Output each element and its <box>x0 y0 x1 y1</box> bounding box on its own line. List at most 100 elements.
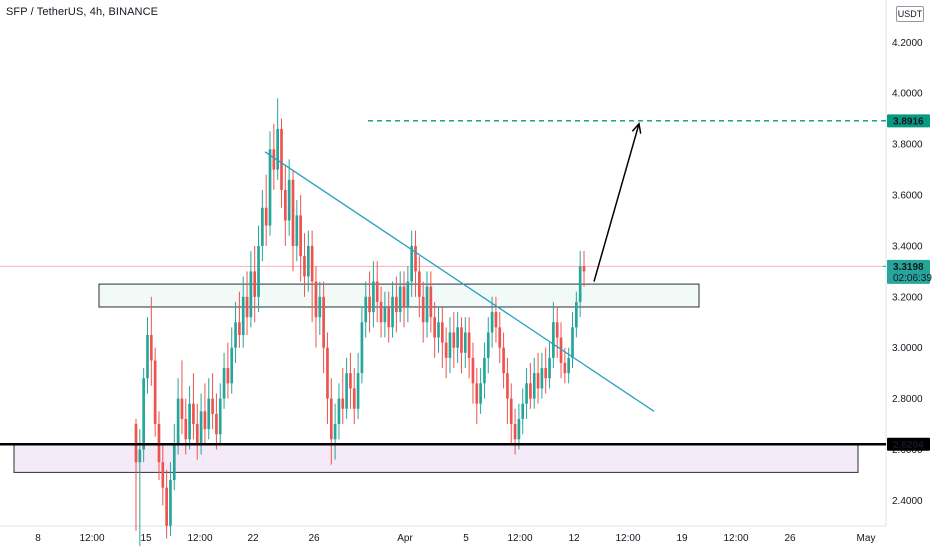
candle-body <box>552 322 555 358</box>
candle-body <box>261 207 264 246</box>
candle-body <box>333 424 337 440</box>
candle <box>161 444 165 506</box>
candle <box>418 256 421 318</box>
candle-body <box>559 337 563 363</box>
price-axis[interactable]: 4.2000 4.0000 3.8000 3.6000 3.4000 3.2000 3.00… <box>883 38 932 507</box>
candle-body <box>444 342 448 358</box>
candle <box>306 230 310 292</box>
candle <box>329 378 333 465</box>
candle <box>149 296 153 386</box>
candle-body <box>149 334 153 361</box>
candle-body <box>368 296 371 313</box>
candle <box>544 347 548 394</box>
candle <box>333 403 337 460</box>
candle-body <box>452 332 456 348</box>
candle <box>563 347 567 384</box>
candle-body <box>153 360 157 425</box>
candle-body <box>425 286 429 323</box>
candle <box>444 327 448 379</box>
candle-body <box>345 373 348 409</box>
candle <box>421 281 425 343</box>
candle <box>299 195 302 282</box>
time-tick-label: Apr <box>397 533 413 544</box>
candle-body <box>207 398 211 430</box>
candle <box>257 225 260 313</box>
candle <box>180 360 184 435</box>
candle-body <box>383 306 387 323</box>
candle-body <box>352 388 356 409</box>
candle-body <box>142 378 145 450</box>
candle-body <box>356 373 360 409</box>
candle-body <box>318 296 322 318</box>
candle <box>153 347 157 437</box>
candle-body <box>494 312 498 328</box>
candle-body <box>349 373 352 389</box>
candle-body <box>375 281 379 302</box>
candle-body <box>360 322 364 374</box>
chart-title: SFP / TetherUS, 4h, BINANCE <box>6 6 159 18</box>
candle <box>513 408 517 455</box>
candle <box>555 306 559 358</box>
last-price-label-text: 3.3198 <box>893 262 924 273</box>
price-tick-label: 3.0000 <box>892 343 923 354</box>
candle-body <box>437 322 440 338</box>
candle-body <box>329 398 333 440</box>
candle-body <box>326 347 329 399</box>
price-tick-label: 2.8000 <box>892 394 923 405</box>
candle-body <box>509 398 513 425</box>
candle-body <box>529 383 532 399</box>
candle-body <box>341 398 345 409</box>
candle <box>475 368 479 425</box>
candle <box>494 296 498 343</box>
time-axis[interactable]: 8 12:00 15 12:00 22 26 Apr 5 12:00 12 12:00 19 12:00… <box>35 533 875 544</box>
candle-body <box>578 266 582 302</box>
candle-body <box>165 487 168 526</box>
candle-body <box>418 271 421 297</box>
candle <box>134 418 138 531</box>
candle-body <box>460 327 463 353</box>
candle-body <box>172 444 176 481</box>
candle <box>226 342 230 399</box>
target-price-label: 3.8916 <box>883 114 930 128</box>
candle-body <box>410 245 414 282</box>
candle <box>540 352 544 399</box>
candle-body <box>429 286 433 318</box>
support-price-label-bg <box>887 437 930 451</box>
candle <box>318 281 322 335</box>
candle <box>322 281 325 374</box>
candle <box>548 342 551 389</box>
candle <box>310 230 314 323</box>
candle-body <box>195 424 199 445</box>
candle-body <box>337 398 341 425</box>
candle-body <box>203 411 207 430</box>
candle-body <box>387 306 391 328</box>
candle-body <box>276 128 280 170</box>
candle-body <box>192 403 195 425</box>
candle <box>398 271 402 323</box>
currency-badge[interactable]: USDT <box>896 6 924 22</box>
candle-body <box>291 179 295 246</box>
time-tick-label: 12:00 <box>723 533 748 544</box>
time-tick-label: 19 <box>676 533 688 544</box>
candle-body <box>463 332 467 353</box>
candle-body <box>299 215 302 257</box>
candle <box>176 378 180 455</box>
candle-body <box>490 312 494 333</box>
candle <box>356 352 360 419</box>
candle <box>379 286 383 338</box>
price-tick-label: 3.6000 <box>892 191 923 202</box>
candle <box>575 291 578 338</box>
candle <box>486 317 490 374</box>
candle <box>253 245 257 323</box>
candle-body <box>199 411 203 445</box>
candle <box>437 306 440 353</box>
candle-body <box>536 373 540 389</box>
candle <box>456 312 459 363</box>
candle <box>506 357 509 425</box>
candle <box>138 429 142 547</box>
candle-body <box>433 317 437 338</box>
candle <box>559 322 563 379</box>
candle <box>195 403 199 460</box>
candle <box>552 301 555 369</box>
